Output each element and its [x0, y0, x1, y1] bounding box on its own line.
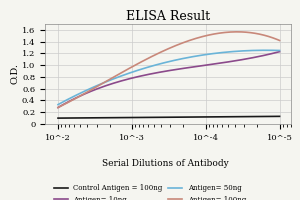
Text: Serial Dilutions of Antibody: Serial Dilutions of Antibody [102, 159, 228, 168]
Title: ELISA Result: ELISA Result [126, 10, 210, 23]
Legend: Control Antigen = 100ng, Antigen= 10ng, Antigen= 50ng, Antigen= 100ng: Control Antigen = 100ng, Antigen= 10ng, … [51, 182, 249, 200]
Y-axis label: O.D.: O.D. [10, 64, 19, 84]
